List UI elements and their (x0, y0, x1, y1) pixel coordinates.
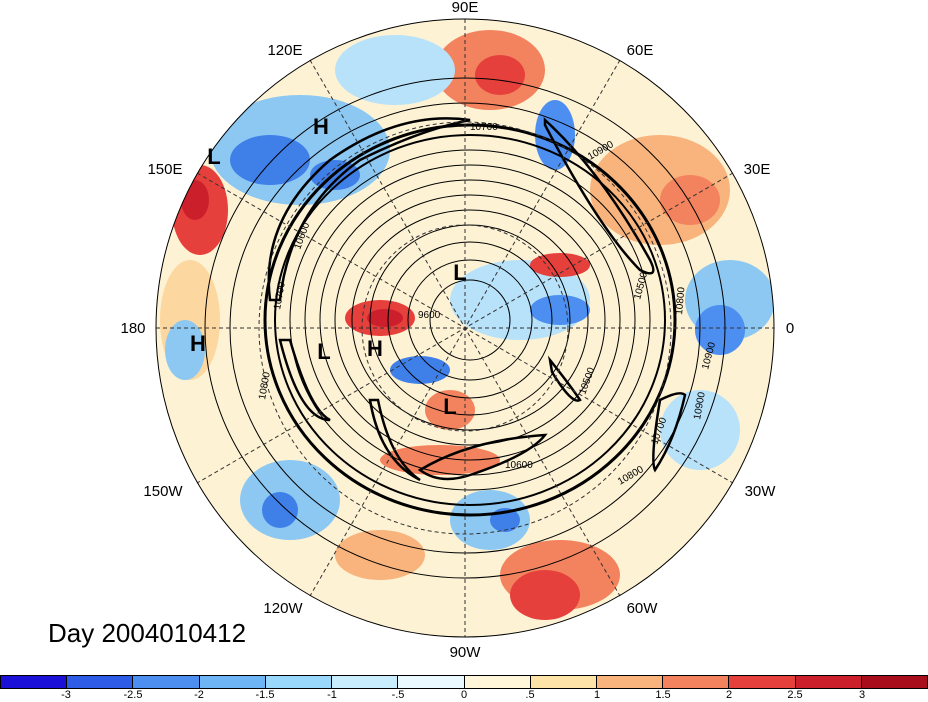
contour-label: 10600 (505, 460, 533, 471)
low-marker: L (317, 339, 330, 364)
low-marker: L (453, 260, 466, 285)
lon-label-90e: 90E (452, 0, 479, 16)
colorbar-tick-label: -2.5 (123, 689, 143, 701)
contour-label: 10800 (257, 371, 273, 401)
colorbar-tick-label: -2 (194, 689, 204, 701)
lon-label-150w: 150W (143, 483, 183, 500)
high-marker: H (190, 331, 206, 356)
colorbar-tick-label: -1 (327, 689, 337, 701)
pressure-center-markers: H L H L H L L (190, 114, 467, 419)
colorbar-box (861, 676, 928, 688)
lon-label-120w: 120W (263, 600, 303, 617)
lon-label-180: 180 (120, 320, 145, 337)
day-title: Day 2004010412 (48, 618, 247, 648)
lon-label-120e: 120E (267, 42, 302, 59)
contour-label: 10700 (470, 122, 498, 133)
lon-label-60w: 60W (627, 600, 659, 617)
contour-label: 10700 (272, 281, 288, 311)
colorbar-box (1, 676, 68, 688)
lon-label-60e: 60E (627, 42, 654, 59)
lon-label-90w: 90W (450, 644, 482, 661)
colorbar-box (199, 676, 266, 688)
colorbar-tick-label: -.5 (391, 689, 405, 701)
colorbar-box (67, 676, 134, 688)
lon-label-30e: 30E (744, 161, 771, 178)
colorbar-box (530, 676, 597, 688)
colorbar-box (133, 676, 200, 688)
colorbar (0, 675, 928, 689)
high-marker: H (313, 114, 329, 139)
colorbar-tick-label: -1.5 (255, 689, 275, 701)
colorbar-tick-label: 1.5 (655, 689, 671, 701)
lon-label-150e: 150E (147, 161, 182, 178)
contour-label: 10800 (674, 286, 687, 315)
colorbar-box (464, 676, 531, 688)
colorbar-box (332, 676, 399, 688)
colorbar-tick-label: -3 (61, 689, 71, 701)
contour-label: 9600 (418, 310, 441, 321)
wind-contours (267, 117, 687, 482)
colorbar-box (729, 676, 796, 688)
contour-label: 10900 (692, 391, 708, 421)
colorbar-tick-label: 0 (460, 689, 468, 701)
map-boundary (155, 18, 775, 638)
colorbar-tick-label: 3 (858, 689, 866, 701)
lon-label-0: 0 (786, 320, 794, 337)
colorbar-box (265, 676, 333, 688)
colorbar-box (596, 676, 664, 688)
colorbar-tick-label: .5 (525, 689, 535, 701)
colorbar-labels: -3 -2.5 -2 -1.5 -1 -.5 0 .5 1 1.5 2 2.5 … (0, 689, 928, 702)
colorbar-box (795, 676, 862, 688)
colorbar-tick-label: 2 (725, 689, 733, 701)
colorbar-box (398, 676, 465, 688)
colorbar-tick-label: 2.5 (787, 689, 803, 701)
lon-label-30w: 30W (745, 483, 777, 500)
low-marker: L (207, 144, 220, 169)
low-marker: L (443, 394, 456, 419)
colorbar-tick-label: 1 (593, 689, 601, 701)
lat-lon-grid (156, 19, 774, 637)
colorbar-box (663, 676, 730, 688)
high-marker: H (367, 336, 383, 361)
longitude-labels: 90E 60E 30E 0 30W 60W 90W 120W 150W 180 … (120, 0, 794, 661)
